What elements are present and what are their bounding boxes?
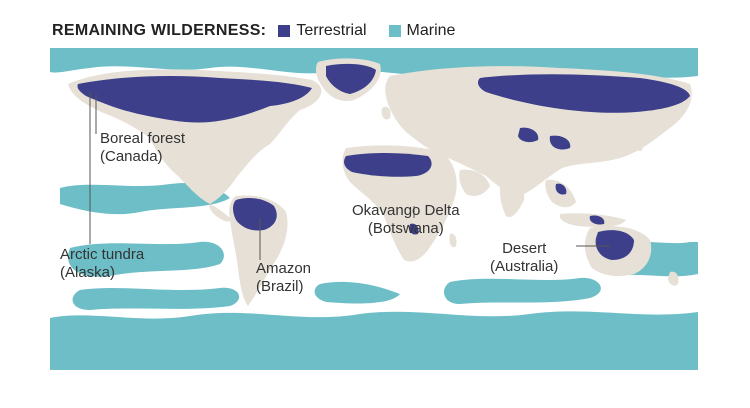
label-boreal-forest: Boreal forest (Canada) [100, 130, 185, 166]
terrestrial-swatch [278, 25, 291, 37]
marine-swatch [388, 25, 401, 37]
okavango-line1: Okavango Delta [352, 202, 460, 219]
arabia [459, 169, 490, 196]
madagascar [449, 233, 457, 248]
map-legend: REMAINING WILDERNESS: Terrestrial Marine [52, 20, 477, 42]
southeast-asia-wilderness [555, 183, 567, 195]
central-asia-wilderness-1 [518, 127, 539, 143]
terrestrial-wilderness-areas [77, 63, 690, 260]
central-asia-wilderness-2 [549, 135, 571, 150]
legend-item-marine: Marine [388, 22, 456, 40]
uk [381, 106, 391, 120]
tundra-line1: Arctic tundra [60, 246, 145, 263]
indian-ocean-marine-area [444, 277, 601, 304]
boreal-line2: (Canada) [100, 148, 163, 165]
label-desert: Desert (Australia) [490, 240, 558, 276]
label-arctic-tundra: Arctic tundra (Alaska) [60, 246, 144, 282]
label-okavango: Okavango Delta (Botswana) [352, 202, 460, 238]
tundra-line2: (Alaska) [60, 264, 116, 281]
south-atlantic-marine-area [314, 281, 400, 304]
siberia-wilderness [478, 74, 690, 113]
boreal-line1: Boreal forest [100, 130, 186, 147]
label-amazon: Amazon (Brazil) [256, 260, 311, 296]
greenland-wilderness [326, 63, 376, 94]
okavango-line2: (Botswana) [367, 220, 444, 237]
amazon-wilderness [233, 198, 277, 231]
legend-label-marine: Marine [406, 22, 456, 39]
legend-label-terrestrial: Terrestrial [296, 22, 367, 39]
desert-line2: (Australia) [490, 258, 559, 275]
australia-desert-wilderness [595, 230, 634, 260]
legend-item-terrestrial: Terrestrial [278, 22, 367, 40]
india [499, 176, 525, 218]
desert-line1: Desert [502, 240, 547, 257]
south-pacific-marine-area-2 [72, 287, 240, 310]
new-zealand [668, 271, 679, 286]
annotation-leaders [89, 92, 610, 260]
boreal-north-america-wilderness [77, 76, 312, 123]
okavango-wilderness [409, 223, 419, 235]
southern-ocean-marine-area [50, 311, 698, 370]
world-wilderness-map [50, 48, 698, 370]
amazon-line1: Amazon [256, 260, 312, 277]
south-pacific-marine-area [68, 241, 224, 277]
legend-title: REMAINING WILDERNESS: [52, 22, 267, 39]
north-pacific-marine-area [60, 182, 230, 215]
sahara-wilderness [344, 153, 432, 177]
japan [635, 133, 644, 152]
amazon-line2: (Brazil) [256, 278, 304, 295]
central-america [209, 204, 232, 222]
indonesia-wilderness [589, 215, 605, 225]
